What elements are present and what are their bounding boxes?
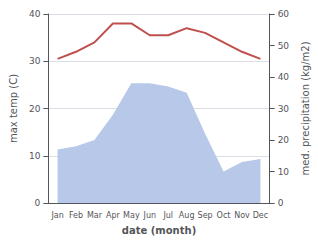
svg-text:40: 40 — [278, 72, 290, 82]
svg-text:Oct: Oct — [217, 211, 231, 220]
svg-text:20: 20 — [29, 104, 41, 114]
svg-text:date (month): date (month) — [122, 225, 196, 236]
svg-text:May: May — [123, 211, 140, 220]
svg-text:50: 50 — [278, 41, 290, 51]
svg-text:Dec: Dec — [253, 211, 268, 220]
svg-text:30: 30 — [278, 104, 290, 114]
svg-text:Jan: Jan — [50, 211, 63, 220]
svg-text:60: 60 — [278, 9, 290, 19]
svg-text:30: 30 — [29, 56, 41, 66]
svg-text:Nov: Nov — [234, 211, 250, 220]
svg-text:40: 40 — [29, 9, 41, 19]
svg-text:Sep: Sep — [198, 211, 213, 220]
svg-text:0: 0 — [35, 198, 41, 208]
svg-text:med. precipitation (kg/m2): med. precipitation (kg/m2) — [300, 41, 311, 175]
svg-text:10: 10 — [29, 151, 41, 161]
svg-text:max temp (C): max temp (C) — [8, 74, 19, 143]
svg-text:Feb: Feb — [69, 211, 83, 220]
svg-text:Apr: Apr — [106, 211, 121, 220]
svg-text:20: 20 — [278, 135, 290, 145]
svg-text:Jun: Jun — [143, 211, 157, 220]
svg-text:Mar: Mar — [87, 211, 103, 220]
svg-text:10: 10 — [278, 167, 290, 177]
svg-text:Aug: Aug — [179, 211, 195, 220]
svg-text:Jul: Jul — [162, 211, 173, 220]
svg-text:0: 0 — [278, 198, 284, 208]
